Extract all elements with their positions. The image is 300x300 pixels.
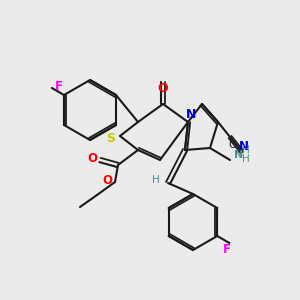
Text: F: F [224,242,231,256]
Text: F: F [55,80,63,94]
Text: H: H [242,145,250,155]
Text: N: N [186,109,196,122]
Text: H: H [152,175,160,185]
Text: O: O [158,82,168,95]
Text: C: C [228,140,236,150]
Text: N: N [234,150,244,160]
Text: N: N [239,140,249,154]
Text: O: O [102,173,112,187]
Text: O: O [87,152,97,166]
Text: S: S [106,133,116,146]
Text: H: H [242,154,250,164]
